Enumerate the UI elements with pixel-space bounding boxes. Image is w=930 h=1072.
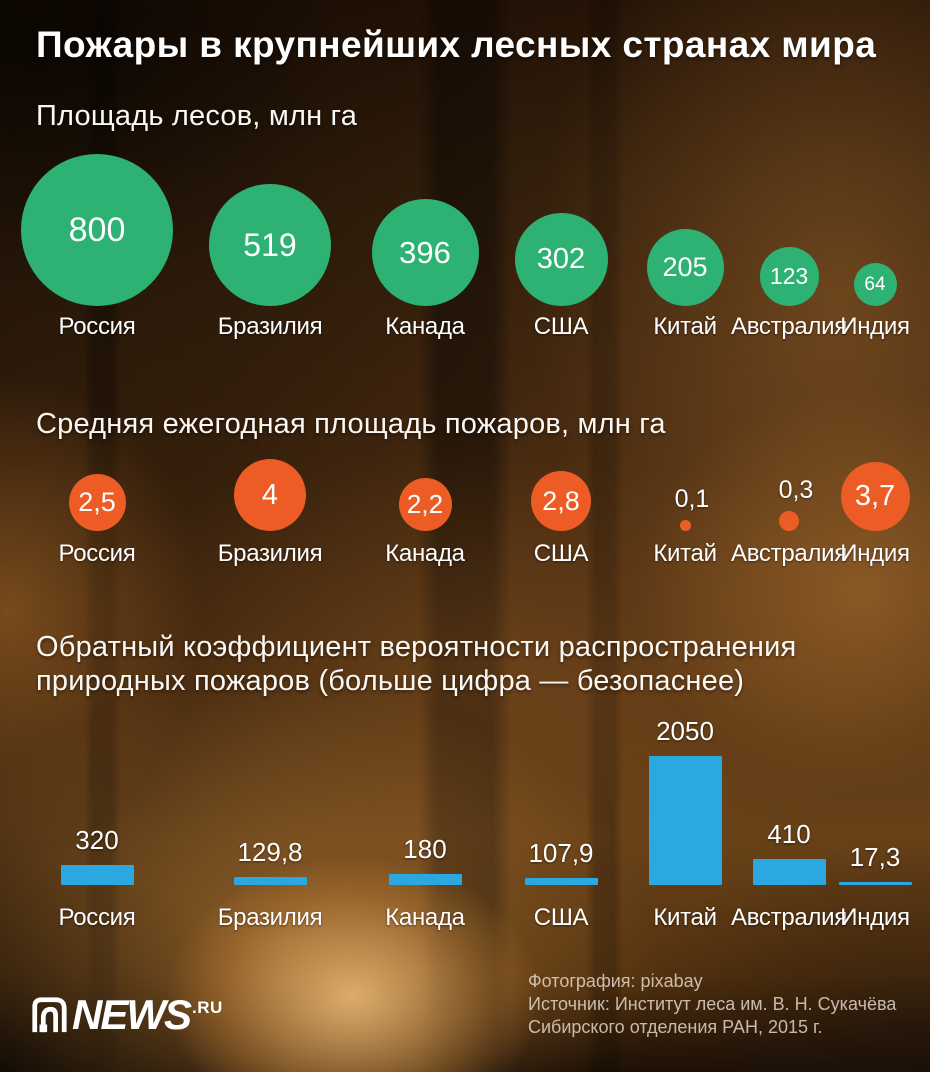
value-label: 2,8 [542, 485, 580, 516]
bar-value-label: 2050 [656, 716, 714, 746]
bar-value-label: 410 [767, 819, 811, 849]
source-credit-line2: Сибирского отделения РАН, 2015 г. [528, 1017, 823, 1037]
forest-area-bubble-column: 64 [829, 126, 921, 306]
coefficient-heading: Обратный коэффициент вероятности распрос… [36, 630, 796, 698]
fire-area-bubble: 2,2 [398, 478, 452, 531]
coefficient-bar [838, 882, 912, 885]
country-label: Бразилия [217, 540, 323, 567]
forest-area-bubble-column: 800 [21, 126, 173, 306]
page-title: Пожары в крупнейших лесных странах мира [36, 24, 877, 65]
country-label: США [533, 540, 589, 567]
coefficient-bar [752, 859, 826, 885]
fire-area-bubble: 0,3 [779, 476, 813, 531]
coefficient-bar [388, 874, 462, 885]
value-label: 123 [769, 263, 809, 289]
coefficient-bar [233, 877, 307, 885]
value-label: 519 [243, 226, 297, 263]
coefficient-bar-column: 107,9 [491, 705, 631, 885]
news-ru-logo-suffix: .RU [192, 998, 223, 1017]
fire-area-bubble-column: 0,1 [630, 351, 740, 531]
fire-area-bubble: 3,7 [840, 462, 910, 531]
bar-value-label: 320 [75, 825, 119, 855]
forest-area-heading: Площадь лесов, млн га [36, 100, 358, 132]
forest-area-bubble: 302 [514, 213, 608, 306]
country-label: Бразилия [217, 313, 323, 340]
country-label: Канада [385, 313, 465, 340]
fire-area-bubble: 4 [234, 459, 306, 531]
forest-area-bubble: 205 [646, 229, 724, 306]
country-label: США [533, 904, 589, 931]
news-ru-logo-icon [30, 996, 68, 1039]
coefficient-heading-line2: природных пожаров (больше цифра — безопа… [36, 665, 745, 697]
fire-area-bubble: 2,8 [531, 471, 591, 531]
forest-area-bubble: 123 [759, 247, 819, 306]
news-ru-logo-text: NEWS [72, 991, 192, 1038]
country-label: Индия [840, 904, 910, 931]
bar-value-label: 107,9 [528, 838, 594, 868]
coefficient-bar-column: 129,8 [200, 705, 340, 885]
coefficient-bar [524, 878, 598, 885]
country-label: Австралия [731, 904, 847, 931]
value-label: 302 [536, 243, 586, 275]
country-label: Китай [653, 904, 717, 931]
fire-area-bubble-column: 2,5 [27, 351, 167, 531]
value-label: 0,3 [778, 476, 814, 504]
coefficient-bar-column: 410 [727, 705, 851, 885]
country-label: Индия [840, 540, 910, 567]
fire-area-heading: Средняя ежегодная площадь пожаров, млн г… [36, 408, 666, 440]
value-label: 396 [399, 234, 451, 270]
forest-area-bubble-column: 205 [630, 126, 740, 306]
bar-value-label: 129,8 [237, 837, 303, 867]
forest-area-bubble: 800 [21, 154, 173, 306]
credits-block: Фотография: pixabay Источник: Институт л… [528, 970, 896, 1039]
country-label: Россия [58, 540, 136, 567]
forest-area-bubble-column: 302 [491, 126, 631, 306]
news-ru-logo[interactable]: NEWS .RU [30, 991, 223, 1039]
value-label: 800 [68, 210, 126, 249]
forest-area-bubble-column: 123 [727, 126, 851, 306]
forest-area-bubble-column: 396 [355, 126, 495, 306]
forest-area-bubble: 396 [371, 199, 479, 306]
value-label: 4 [261, 478, 279, 511]
fire-area-bubble-column: 4 [200, 351, 340, 531]
forest-area-bubble: 64 [853, 263, 897, 306]
coefficient-bar [60, 865, 134, 885]
country-label: Китай [653, 540, 717, 567]
value-label: 2,2 [406, 489, 444, 519]
country-label: Россия [58, 904, 136, 931]
coefficient-heading-line1: Обратный коэффициент вероятности распрос… [36, 631, 797, 663]
value-label: 205 [662, 252, 708, 282]
bar-value-label: 180 [403, 834, 447, 864]
country-label: Бразилия [217, 904, 323, 931]
forest-area-bubble-column: 519 [200, 126, 340, 306]
country-label: Китай [653, 313, 717, 340]
country-label: Россия [58, 313, 136, 340]
fire-area-bubble-column: 2,8 [491, 351, 631, 531]
value-label: 3,7 [854, 480, 896, 512]
fire-area-bubble-column: 2,2 [355, 351, 495, 531]
country-label: Индия [840, 313, 910, 340]
fire-area-bubble: 0,1 [675, 485, 709, 531]
coefficient-bar-column: 320 [27, 705, 167, 885]
photo-credit: Фотография: pixabay [528, 971, 703, 991]
coefficient-bar-column: 180 [355, 705, 495, 885]
country-label: Австралия [731, 313, 847, 340]
coefficient-bar-column: 2050 [630, 705, 740, 885]
fire-area-bubble: 2,5 [68, 474, 126, 531]
country-label: США [533, 313, 589, 340]
coefficient-bar [648, 756, 722, 885]
country-label: Канада [385, 540, 465, 567]
country-label: Австралия [731, 540, 847, 567]
value-label: 0,1 [674, 485, 710, 513]
value-label: 2,5 [78, 487, 116, 517]
fire-area-bubble-column: 0,3 [727, 351, 851, 531]
coefficient-bar-column: 17,3 [829, 705, 921, 885]
bar-value-label: 17,3 [849, 842, 901, 872]
forest-area-bubble: 519 [209, 184, 331, 306]
value-label: 64 [864, 273, 886, 295]
country-label: Канада [385, 904, 465, 931]
source-credit-line1: Источник: Институт леса им. В. Н. Сукачё… [528, 994, 897, 1014]
fire-area-bubble-column: 3,7 [829, 351, 921, 531]
